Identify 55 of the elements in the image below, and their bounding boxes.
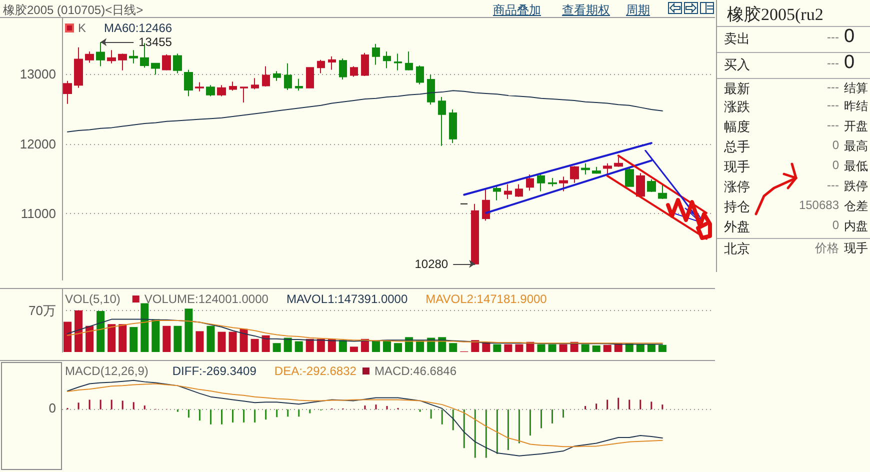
y-tick-label: 11000 bbox=[20, 206, 56, 222]
text: 0 bbox=[844, 26, 855, 48]
text: 0 bbox=[832, 138, 839, 152]
text: 150683 bbox=[798, 198, 839, 212]
text: MAVOL1:147391.0000 bbox=[286, 292, 408, 306]
text: 外盘 bbox=[724, 218, 750, 236]
text: 现手 bbox=[844, 240, 868, 257]
chart-title: VOL(5,10) bbox=[65, 292, 120, 306]
annotation: 13455 bbox=[138, 35, 172, 50]
chart-title: 橡胶2005 (010705)<日线> bbox=[3, 2, 144, 19]
text: --- bbox=[827, 118, 839, 132]
legend-label: VOLUME:124001.0000 bbox=[144, 292, 269, 306]
y-tick-label: 12000 bbox=[20, 136, 56, 152]
text: 0 bbox=[48, 400, 56, 416]
text: MA60:12466 bbox=[104, 21, 172, 35]
text: 周期 bbox=[626, 2, 650, 19]
text: 开盘 bbox=[844, 118, 868, 135]
text: 跌停 bbox=[844, 178, 868, 195]
annotation: 10280 bbox=[414, 256, 448, 271]
text: 内盘 bbox=[844, 218, 868, 235]
text: 最低 bbox=[844, 158, 868, 175]
text: 商品叠加 bbox=[493, 2, 541, 19]
chart-title: MACD(12,26,9) bbox=[65, 364, 148, 378]
text: 昨结 bbox=[844, 98, 868, 115]
text: 涨停 bbox=[724, 178, 750, 196]
text: MAVOL2:147181.9000 bbox=[426, 292, 548, 306]
y-tick-label: 13000 bbox=[20, 66, 56, 82]
text: 0 bbox=[832, 218, 839, 232]
y-tick-label: 70万 bbox=[28, 302, 56, 318]
series-label: DIFF:-269.3409 bbox=[172, 364, 257, 378]
text: --- bbox=[827, 30, 839, 44]
text: 仓差 bbox=[844, 198, 868, 215]
text: 总手 bbox=[724, 138, 750, 156]
text: 北京 bbox=[724, 240, 750, 258]
text: 0 bbox=[844, 52, 855, 74]
text: 买入 bbox=[724, 56, 750, 74]
text: --- bbox=[827, 98, 839, 112]
text: --- bbox=[827, 80, 839, 94]
text: 卖出 bbox=[724, 30, 750, 48]
text: 最新 bbox=[724, 80, 750, 98]
legend-label: MACD:46.6846 bbox=[374, 364, 457, 378]
text: 0 bbox=[832, 158, 839, 172]
text: --- bbox=[827, 178, 839, 192]
text: 持仓 bbox=[724, 198, 750, 216]
legend-label: K bbox=[78, 21, 86, 35]
text: 价格 bbox=[815, 240, 839, 257]
series-label: DEA:-292.6832 bbox=[274, 364, 357, 378]
text: 现手 bbox=[724, 158, 750, 176]
text: 涨跌 bbox=[724, 98, 750, 116]
text: --- bbox=[827, 56, 839, 70]
text: 最高 bbox=[844, 138, 868, 155]
text: 橡胶2005(ru2 bbox=[727, 4, 824, 26]
text: 结算 bbox=[844, 80, 868, 97]
text: 查看期权 bbox=[562, 2, 610, 19]
text: 幅度 bbox=[724, 118, 750, 136]
